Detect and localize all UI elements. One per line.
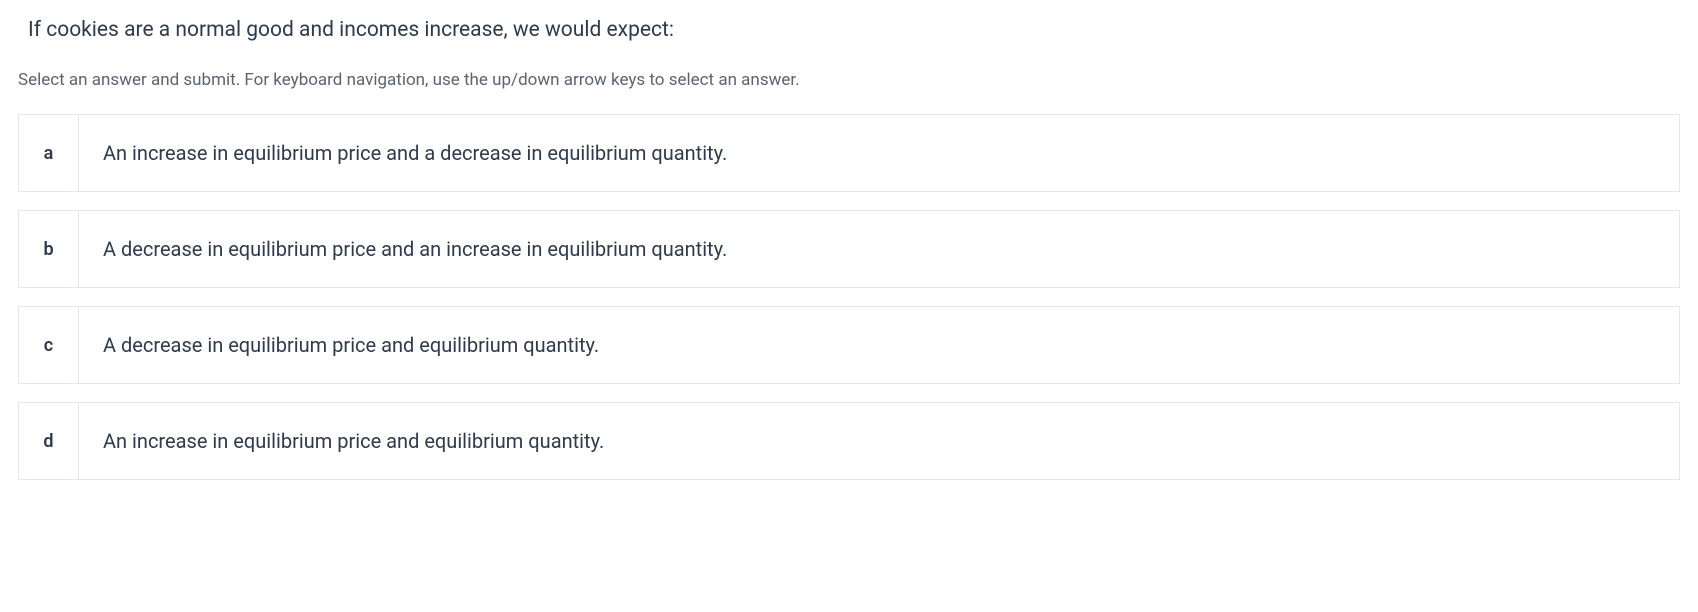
option-letter: a bbox=[19, 115, 79, 191]
option-text: A decrease in equilibrium price and equi… bbox=[79, 307, 1679, 383]
option-text: A decrease in equilibrium price and an i… bbox=[79, 211, 1679, 287]
answer-option-d[interactable]: d An increase in equilibrium price and e… bbox=[18, 402, 1680, 480]
option-text: An increase in equilibrium price and equ… bbox=[79, 403, 1679, 479]
question-text: If cookies are a normal good and incomes… bbox=[28, 18, 1680, 42]
option-letter: d bbox=[19, 403, 79, 479]
option-text: An increase in equilibrium price and a d… bbox=[79, 115, 1679, 191]
answer-option-c[interactable]: c A decrease in equilibrium price and eq… bbox=[18, 306, 1680, 384]
answer-option-b[interactable]: b A decrease in equilibrium price and an… bbox=[18, 210, 1680, 288]
option-letter: c bbox=[19, 307, 79, 383]
instruction-text: Select an answer and submit. For keyboar… bbox=[18, 70, 1680, 90]
option-letter: b bbox=[19, 211, 79, 287]
answer-option-a[interactable]: a An increase in equilibrium price and a… bbox=[18, 114, 1680, 192]
